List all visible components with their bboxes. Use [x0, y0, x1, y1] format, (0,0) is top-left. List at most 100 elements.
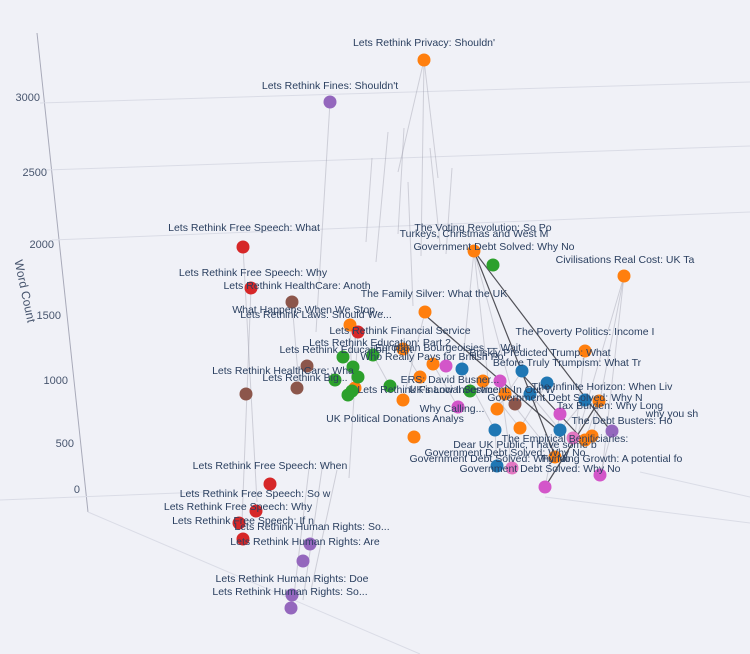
- graph-edge: [473, 250, 513, 393]
- frame-line: [39, 81, 750, 104]
- frame-line: [45, 145, 750, 171]
- data-point[interactable]: [439, 359, 453, 373]
- data-point[interactable]: [490, 459, 504, 473]
- data-point[interactable]: [407, 430, 421, 444]
- point-label: The Family Silver: What the UK: [361, 288, 507, 300]
- data-point[interactable]: [523, 387, 537, 401]
- data-point[interactable]: [498, 387, 512, 401]
- data-point[interactable]: [585, 429, 599, 443]
- data-point[interactable]: [451, 400, 465, 414]
- data-point[interactable]: [249, 504, 263, 518]
- data-point[interactable]: [538, 480, 552, 494]
- data-point[interactable]: [232, 516, 246, 530]
- point-label: Lets Rethink Free Speech: So w: [180, 488, 331, 500]
- point-label: Lets Rethink HealthCare: Anoth: [223, 280, 370, 292]
- graph-edge: [402, 311, 426, 401]
- data-point[interactable]: [515, 364, 529, 378]
- data-point[interactable]: [336, 350, 350, 364]
- point-label: Funding Growth: A potential fo: [542, 453, 683, 465]
- point-label: Government Debt Solved: Why No: [459, 463, 620, 475]
- edge-layer: [241, 59, 625, 613]
- point-label: The Debt Busters: Ho: [572, 415, 673, 427]
- graph-edge: [349, 324, 353, 392]
- data-point[interactable]: [263, 477, 277, 491]
- point-label: Turkeys, Christmas and West M: [400, 228, 549, 240]
- data-point[interactable]: [323, 95, 337, 109]
- data-point[interactable]: [366, 348, 380, 362]
- data-point[interactable]: [328, 373, 342, 387]
- graph-edge: [519, 382, 548, 429]
- data-point[interactable]: [346, 360, 360, 374]
- data-point[interactable]: [290, 381, 304, 395]
- graph-edge: [461, 368, 496, 431]
- point-label: Dear UK Public, I have some b: [453, 439, 597, 451]
- data-point[interactable]: [548, 450, 562, 464]
- data-point[interactable]: [351, 370, 365, 384]
- data-point[interactable]: [236, 532, 250, 546]
- data-point[interactable]: [341, 388, 355, 402]
- point-label: Lets Rethink Human Rights: Are: [230, 536, 380, 548]
- frame-line: [0, 490, 231, 501]
- data-point[interactable]: [284, 601, 298, 615]
- point-label: Lets Rethink Human Rights: So...: [234, 521, 389, 533]
- point-label: Government Debt Solved: Why N: [487, 392, 642, 404]
- data-point[interactable]: [593, 468, 607, 482]
- data-point[interactable]: [508, 397, 522, 411]
- data-point[interactable]: [396, 393, 410, 407]
- data-point[interactable]: [467, 244, 481, 258]
- data-point[interactable]: [413, 370, 427, 384]
- data-point[interactable]: [592, 394, 606, 408]
- data-point[interactable]: [493, 374, 507, 388]
- graph-edge: [241, 287, 252, 523]
- data-point[interactable]: [396, 342, 410, 356]
- y-axis-tick: 0: [74, 484, 80, 496]
- graph-edge: [529, 393, 561, 431]
- data-point[interactable]: [300, 359, 314, 373]
- data-point[interactable]: [617, 269, 631, 283]
- data-point[interactable]: [418, 305, 432, 319]
- y-axis-tick: 2000: [30, 239, 54, 251]
- graph-edge: [397, 59, 425, 173]
- point-label: Lets Rethink Education: Part: [279, 344, 412, 356]
- data-point[interactable]: [303, 537, 317, 551]
- frame-layer: [0, 32, 750, 654]
- data-point[interactable]: [455, 362, 469, 376]
- data-point[interactable]: [578, 344, 592, 358]
- data-point[interactable]: [490, 402, 504, 416]
- y-axis-tick: 500: [56, 438, 74, 450]
- data-point[interactable]: [578, 393, 592, 407]
- data-point[interactable]: [351, 325, 365, 339]
- point-label: UK Political Donations Analys: [326, 413, 464, 425]
- data-point[interactable]: [486, 258, 500, 272]
- point-label: why you sh: [645, 408, 699, 420]
- point-label: The Voting Revolution: So Po: [414, 222, 551, 234]
- data-point[interactable]: [239, 387, 253, 401]
- data-point[interactable]: [236, 240, 250, 254]
- graph-edge: [291, 459, 311, 613]
- data-point[interactable]: [553, 423, 567, 437]
- data-point[interactable]: [244, 281, 258, 295]
- data-point[interactable]: [296, 554, 310, 568]
- data-point[interactable]: [566, 431, 580, 445]
- graph-edge: [574, 350, 586, 437]
- data-point[interactable]: [488, 423, 502, 437]
- y-axis-tick: 1000: [44, 375, 68, 387]
- data-point[interactable]: [553, 407, 567, 421]
- point-label: The Infinite Horizon: When Liv: [532, 381, 673, 393]
- data-point[interactable]: [417, 53, 431, 67]
- data-point[interactable]: [383, 379, 397, 393]
- point-label: Lets Rethink Free Speech: What: [168, 222, 320, 234]
- data-point[interactable]: [426, 357, 440, 371]
- data-point[interactable]: [463, 384, 477, 398]
- data-point[interactable]: [605, 424, 619, 438]
- frame-line: [639, 471, 750, 498]
- data-point[interactable]: [540, 376, 554, 390]
- data-point[interactable]: [285, 295, 299, 309]
- data-point[interactable]: [513, 421, 527, 435]
- data-point[interactable]: [505, 461, 519, 475]
- data-point[interactable]: [476, 374, 490, 388]
- data-point[interactable]: [285, 588, 299, 602]
- point-label: Who Really Pays for British Po: [361, 351, 504, 363]
